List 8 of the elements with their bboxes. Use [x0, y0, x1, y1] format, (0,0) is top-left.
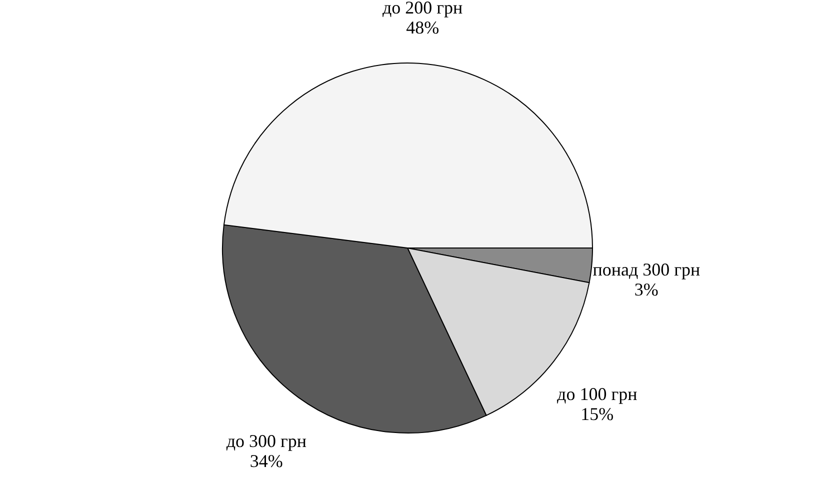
data-label: 3% — [634, 280, 658, 300]
slice-label: до 200 грн — [382, 0, 464, 18]
slice-label: до 300 грн — [226, 431, 307, 452]
data-label: 15% — [580, 404, 614, 424]
slice-label: понад 300 грн — [592, 260, 701, 280]
slice-label: до 100 грн — [557, 384, 638, 404]
data-label: 34% — [250, 451, 283, 472]
data-label: 48% — [406, 17, 440, 38]
